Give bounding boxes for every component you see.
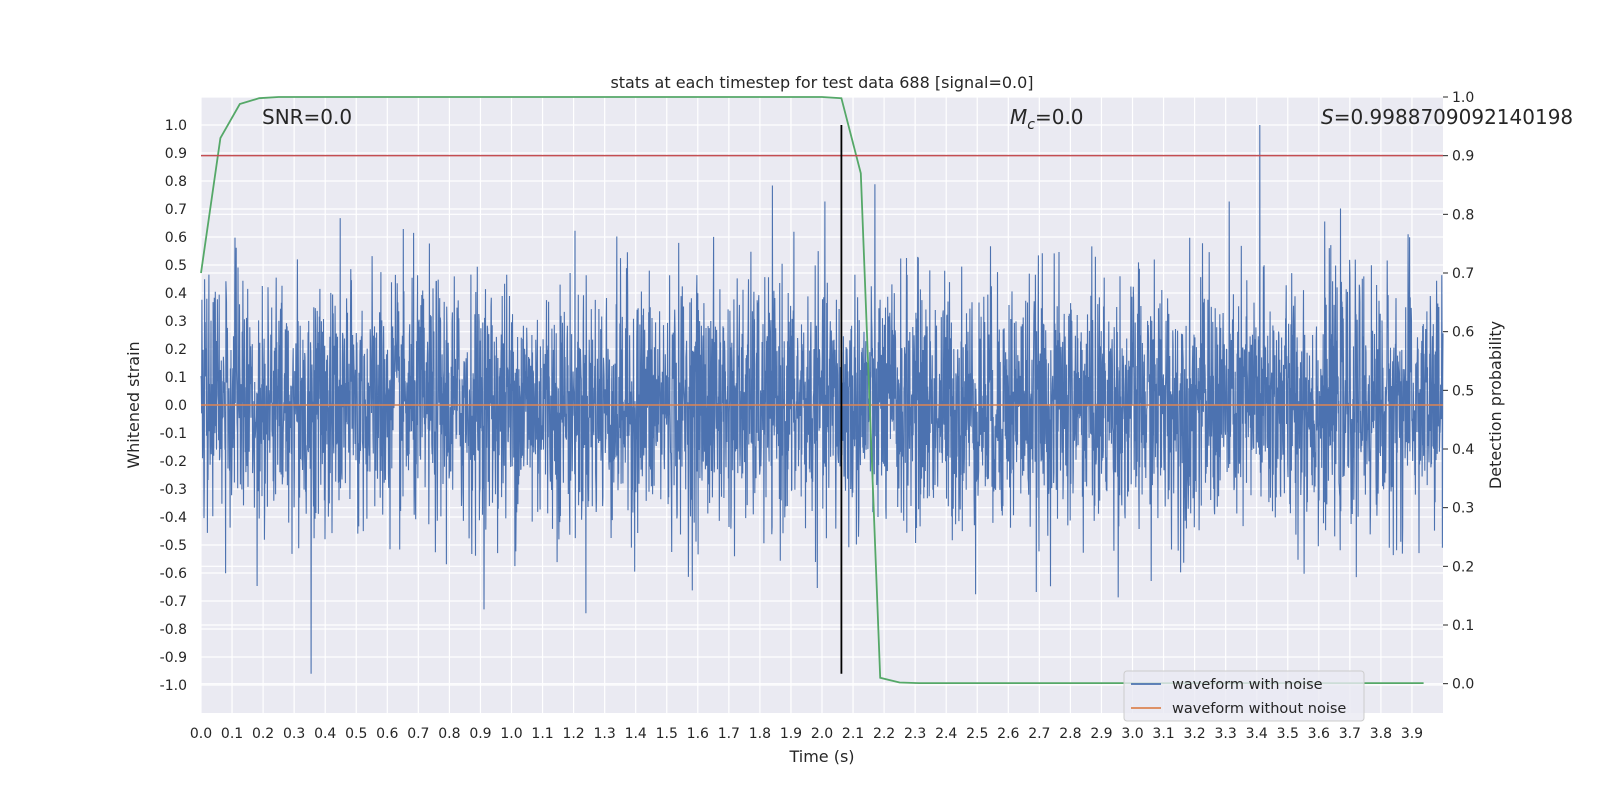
x-tick-label: 3.1 [1152, 726, 1174, 742]
x-tick-label: 2.7 [1028, 726, 1050, 742]
x-tick-label: 3.9 [1401, 726, 1423, 742]
y-tick-label: 1.0 [165, 118, 187, 134]
legend: waveform with noise waveform without noi… [1123, 670, 1365, 722]
x-axis-label: Time (s) [788, 747, 854, 766]
series-detection-probability [200, 96, 1424, 684]
x-tick-label: 1.0 [500, 726, 522, 742]
y-tick-label: 0.9 [165, 146, 187, 162]
y-axis-ticks: 1.0 0.9 0.8 0.7 0.6 0.5 0.4 0.3 0.2 0.1 0.0 -0.1 -0.… [160, 118, 187, 694]
y2-tick-label: 0.2 [1452, 559, 1474, 575]
x-tick-label: 2.4 [935, 726, 957, 742]
x-tick-label: 1.2 [562, 726, 584, 742]
y2-tick-label: 0.9 [1452, 149, 1474, 165]
legend-box [1123, 670, 1365, 722]
y-tick-label: -0.2 [160, 454, 187, 470]
y-tick-label: -0.5 [160, 538, 187, 554]
y-tick-label: -1.0 [160, 678, 187, 694]
x-tick-label: 0.1 [221, 726, 243, 742]
y-tick-label: 0.2 [165, 342, 187, 358]
y-tick-label: -0.7 [160, 594, 187, 610]
y2-tick-label: 0.0 [1452, 677, 1474, 693]
x-tick-label: 3.2 [1183, 726, 1205, 742]
y-tick-label: 0.4 [165, 286, 187, 302]
y-tick-label: 0.1 [165, 370, 187, 386]
y2-tick-label: 0.3 [1452, 501, 1474, 517]
y-tick-label: 0.8 [165, 174, 187, 190]
series-waveform-with-noise [200, 124, 1444, 674]
y2-tick-label: 0.7 [1452, 266, 1474, 282]
x-tick-label: 1.7 [718, 726, 740, 742]
x-tick-label: 0.0 [190, 726, 212, 742]
legend-label-clean: waveform without noise [1172, 701, 1346, 717]
x-tick-label: 2.0 [811, 726, 833, 742]
x-tick-label: 2.8 [1059, 726, 1081, 742]
y-axis-label: Whitened strain [124, 341, 143, 468]
x-tick-label: 0.9 [469, 726, 491, 742]
x-tick-label: 2.1 [842, 726, 864, 742]
mc-annotation: Mc=0.0 [1010, 105, 1084, 133]
y2-tick-label: 0.1 [1452, 618, 1474, 634]
x-tick-label: 3.6 [1308, 726, 1330, 742]
x-tick-label: 1.5 [656, 726, 678, 742]
x-tick-label: 3.7 [1339, 726, 1361, 742]
y-tick-label: -0.8 [160, 622, 187, 638]
s-value: =0.9988709092140198 [1334, 105, 1573, 129]
x-tick-label: 1.3 [594, 726, 616, 742]
x-tick-label: 0.6 [376, 726, 398, 742]
y2-tick-label: 0.4 [1452, 442, 1474, 458]
legend-label-noise: waveform with noise [1172, 677, 1323, 693]
x-tick-label: 2.3 [904, 726, 926, 742]
y2-tick-label: 0.6 [1452, 325, 1474, 341]
y-tick-label: 0.5 [165, 258, 187, 274]
x-tick-label: 2.9 [1090, 726, 1112, 742]
x-axis-ticks: 0.0 0.1 0.2 0.3 0.4 0.5 0.6 0.7 0.8 0.9 1.0 1.1 1.2 1… [190, 726, 1423, 742]
x-tick-label: 2.2 [873, 726, 895, 742]
x-tick-label: 1.9 [780, 726, 802, 742]
noise-line [200, 124, 1444, 674]
mc-subscript: c [1027, 117, 1035, 133]
y-tick-label: -0.6 [160, 566, 187, 582]
x-tick-label: 3.3 [1215, 726, 1237, 742]
y-tick-label: 0.3 [165, 314, 187, 330]
snr-annotation: SNR=0.0 [262, 105, 352, 129]
y-tick-label: 0.0 [165, 398, 187, 414]
x-tick-label: 3.8 [1370, 726, 1392, 742]
x-tick-label: 3.5 [1277, 726, 1299, 742]
x-tick-label: 0.3 [283, 726, 305, 742]
y2-tick-label: 0.5 [1452, 383, 1474, 399]
y2-tick-label: 0.8 [1452, 207, 1474, 223]
x-tick-label: 0.5 [345, 726, 367, 742]
x-tick-label: 1.4 [625, 726, 647, 742]
y-tick-label: -0.4 [160, 510, 187, 526]
x-tick-label: 2.6 [997, 726, 1019, 742]
chart-title: stats at each timestep for test data 688… [610, 73, 1033, 92]
x-tick-label: 3.0 [1121, 726, 1143, 742]
s-symbol: S [1321, 105, 1334, 129]
y-tick-label: 0.7 [165, 202, 187, 218]
y-tick-label: 0.6 [165, 230, 187, 246]
s-annotation: S=0.9988709092140198 [1321, 105, 1573, 129]
y-tick-label: -0.3 [160, 482, 187, 498]
y-tick-label: -0.1 [160, 426, 187, 442]
y2-axis-label: Detection probability [1486, 321, 1505, 489]
x-tick-label: 0.2 [252, 726, 274, 742]
y-tick-label: -0.9 [160, 650, 187, 666]
mc-value: =0.0 [1035, 105, 1084, 129]
x-tick-label: 2.5 [966, 726, 988, 742]
probability-line [200, 96, 1424, 684]
x-tick-label: 1.1 [531, 726, 553, 742]
x-tick-label: 1.6 [687, 726, 709, 742]
x-tick-label: 3.4 [1246, 726, 1268, 742]
x-tick-label: 1.8 [749, 726, 771, 742]
y2-axis-ticks: 1.0 0.9 0.8 0.7 0.6 0.5 0.4 0.3 0.2 0.1 0.0 [1443, 90, 1474, 693]
y2-tick-label: 1.0 [1452, 90, 1474, 106]
x-tick-label: 0.8 [438, 726, 460, 742]
mc-symbol: M [1010, 105, 1027, 129]
x-tick-label: 0.7 [407, 726, 429, 742]
x-tick-label: 0.4 [314, 726, 336, 742]
